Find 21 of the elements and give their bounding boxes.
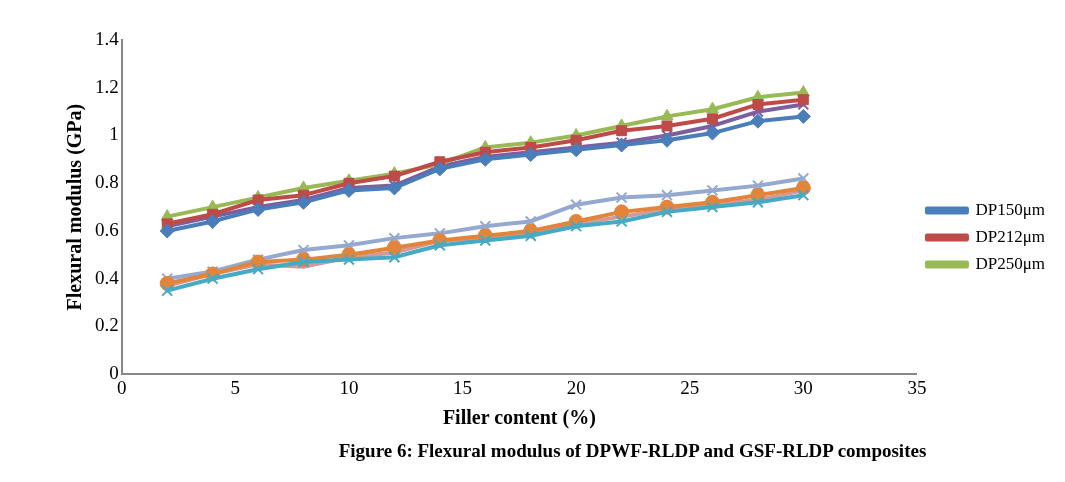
x-tick-label: 30: [793, 376, 813, 398]
y-tick-label: 1.4: [95, 27, 120, 49]
y-axis-title: Flexural modulus (GPa): [63, 103, 87, 311]
x-tick-label: 10: [339, 376, 359, 398]
x-tick-label: 5: [230, 376, 241, 398]
x-tick-label: 25: [680, 376, 700, 398]
y-tick-label: 1: [109, 123, 119, 145]
legend-label: DP250μm: [975, 253, 1046, 273]
caption: Figure 6: Flexural modulus of DPWF-RLDP and GSF-RLDP composites: [337, 440, 928, 462]
x-axis-title: Filler content (%): [442, 406, 596, 430]
y-tick-label: 0.8: [95, 171, 119, 193]
x-tick-label: 20: [566, 376, 586, 398]
legend-label: DP150μm: [975, 199, 1046, 219]
x-tick-label: 35: [907, 376, 927, 398]
x-tick-label: 15: [453, 376, 473, 398]
y-tick-label: 0.6: [95, 218, 119, 240]
y-tick-label: 0.2: [95, 314, 119, 336]
legend-label: DP212μm: [975, 226, 1046, 246]
y-tick-label: 0: [109, 362, 119, 384]
y-tick-label: 1.2: [95, 75, 119, 97]
y-tick-label: 0.4: [95, 266, 120, 288]
